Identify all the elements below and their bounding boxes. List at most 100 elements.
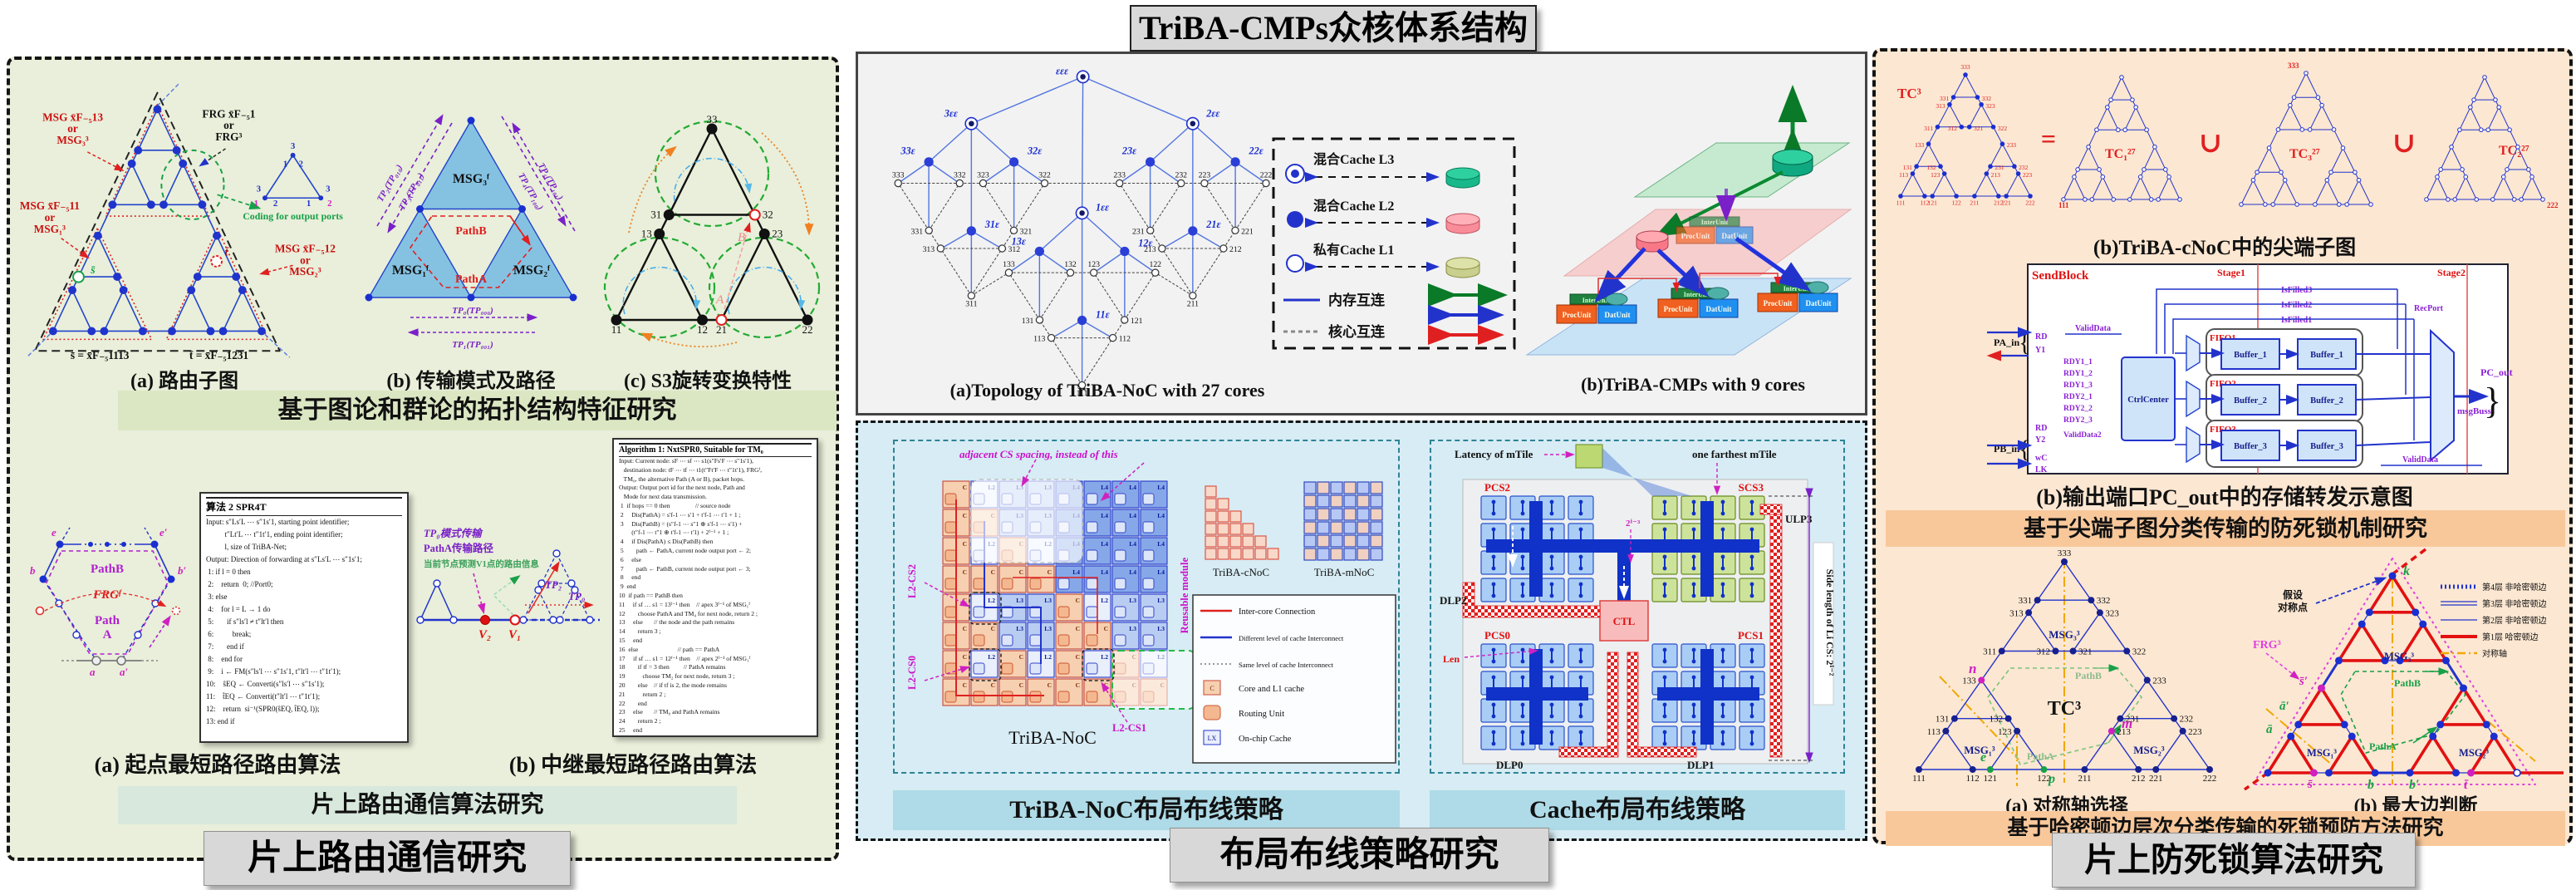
cache-layout-figure: CTL PCS2 SCS3 PCS0 PCS1 DLP2 DLP0 DLP1	[1440, 444, 1836, 771]
legend-l3-label: 混合Cache L3	[1313, 151, 1394, 167]
svg-text:L4: L4	[1157, 484, 1165, 491]
port-codes: 3 1 2 3 1 2 3 2 1	[254, 141, 332, 209]
svg-text:221: 221	[2002, 199, 2012, 207]
alg1-lines: Input: s″Ls′L ⋯ s″1s′1, starting point i…	[206, 518, 362, 725]
svg-text:C: C	[991, 625, 995, 632]
validdata-out-label: ValidData	[2402, 455, 2438, 465]
svg-text:L2: L2	[1101, 653, 1108, 661]
svg-text:L2: L2	[1101, 597, 1108, 604]
svg-text:212: 212	[1994, 199, 2004, 207]
svg-text:L3: L3	[1157, 625, 1165, 632]
tc-caption: (b)TriBA-cNoC中的尖端子图	[2093, 237, 2357, 259]
svg-text:132: 132	[1990, 715, 2004, 725]
svg-text:C: C	[963, 512, 967, 519]
svg-text:Buffer_1: Buffer_1	[2310, 351, 2343, 360]
svg-text:331: 331	[2019, 596, 2033, 606]
fig-b-caption: (b) 传输模式及路径	[386, 371, 556, 392]
graph-theory-header: 基于图论和群论的拓扑结构特征研究	[118, 391, 837, 430]
union-sign-2: ∪	[2392, 128, 2417, 159]
routing-panel-title: 片上路由通信研究	[204, 831, 571, 886]
sym-msg1: MSG₁³	[1964, 744, 1995, 756]
svg-text:L4: L4	[1129, 540, 1136, 548]
symmetry-nodes: 333 331 332 313 311 312 323 321 322 133 131 132 113 1…	[1912, 548, 2216, 784]
tc3b-corner-333: 333	[2288, 61, 2299, 70]
svg-text:33: 33	[707, 113, 718, 125]
max-frg: FRG³	[2253, 639, 2281, 652]
pathb-label: PathB	[455, 225, 486, 238]
cache-htree-bars	[1486, 501, 1759, 745]
routing-algorithms-header: 片上路由通信算法研究	[118, 786, 737, 824]
svg-text:L3: L3	[1157, 597, 1165, 604]
svg-text:C: C	[1104, 625, 1108, 632]
svg-text:3: 3	[257, 184, 262, 194]
svg-text:222: 222	[2203, 774, 2217, 784]
svg-text:C: C	[1019, 568, 1023, 576]
noc-legend-1: Inter-core Connection	[1239, 607, 1316, 617]
svg-text:2: 2	[327, 199, 331, 209]
svg-text:133: 133	[1003, 260, 1015, 269]
algorithm-nxtspr0: Algorithm 1: NxtSPR0, Suitable for TM₀ I…	[612, 438, 818, 737]
svg-text:ProcUnit: ProcUnit	[1664, 305, 1693, 313]
isfilled1-label: IsFilled1	[2281, 316, 2312, 325]
svg-text:Buffer_2: Buffer_2	[2234, 396, 2267, 406]
relay-note1: TP₀模式传输	[424, 528, 483, 539]
rd1-label: RD	[2035, 332, 2047, 342]
svg-text:InterUnit: InterUnit	[1582, 297, 1610, 304]
tc3b-label: TC₃²⁷	[2289, 147, 2320, 161]
cache-layout-box: CTL PCS2 SCS3 PCS0 PCS1 DLP2 DLP0 DLP1	[1430, 440, 1845, 774]
tip-subgraph-bar: 基于尖端子图分类传输的防死锁机制研究	[1886, 510, 2565, 547]
triba-cmps-3d: ProcUnit DatUnit InterUnit ProcUnit DatU…	[1525, 85, 1852, 356]
coding-label: Coding for output ports	[243, 210, 343, 222]
sym-pathb: PathB	[2075, 670, 2102, 681]
side-length-label: Side length of Li CS: 2ⁱ⁻²	[1824, 569, 1836, 676]
svg-text:31: 31	[650, 209, 661, 221]
sym-e: e	[1980, 750, 1986, 765]
svg-text:131: 131	[1022, 317, 1034, 326]
unit-group-1: ProcUnit DatUnit InterUnit	[1556, 293, 1637, 324]
svg-text:C: C	[991, 568, 995, 576]
pc-out-label: PC_out	[2480, 366, 2513, 378]
max-edge-nodes	[2264, 572, 2521, 777]
cache-ribbons	[1462, 504, 1783, 758]
svg-text:第3层 非哈密顿边: 第3层 非哈密顿边	[2482, 598, 2547, 609]
svg-text:112: 112	[1966, 774, 1980, 784]
svg-text:323: 323	[2105, 608, 2119, 618]
msg2-label: MSG₂ᶠ	[513, 263, 551, 278]
svg-text:212: 212	[1229, 245, 1242, 254]
svg-text:InterUnit: InterUnit	[1684, 291, 1711, 298]
fifo3-group: FIFO3 Buffer_3 Buffer_3	[2200, 420, 2363, 468]
svg-text:L3: L3	[1016, 597, 1023, 604]
tc1-label: TC₁²⁷	[2105, 147, 2136, 161]
svg-text:333: 333	[892, 170, 905, 179]
noc-layout-caption: TriBA-NoC	[1008, 727, 1097, 748]
y2-label: Y2	[2035, 435, 2045, 445]
topology-hubs: εεε 3εε 2εε 1εε 33ε 32ε 31ε 23ε 22ε 21ε 13ε 12ε 11ε	[897, 65, 1267, 386]
symmetry-axis-figure: 333 331 332 313 311 312 323 321 322 133 131 132 113 1…	[1912, 548, 2216, 786]
svg-text:2: 2	[299, 160, 303, 170]
svg-text:332: 332	[2097, 596, 2111, 606]
tc2-graph	[2424, 75, 2545, 202]
placement-panel: C L2 L3 L3 L4 L4 L4 L4 C C L3 L3 L4 L4 L4 L4 C L2 C L2 L4 L4 L…	[856, 420, 1867, 841]
svg-text:331: 331	[1940, 95, 1950, 102]
svg-text:231: 231	[2126, 715, 2140, 725]
ring-path: Path	[95, 614, 120, 627]
max-k: k	[2403, 564, 2410, 578]
mnoc-thumb-caption: TriBA-mNoC	[1313, 566, 1375, 578]
pcs0-label: PCS0	[1484, 629, 1510, 642]
cylinder-l2-icon	[1445, 213, 1480, 234]
svg-text:232: 232	[2019, 164, 2029, 171]
svg-text:L3: L3	[1129, 597, 1136, 604]
sym-n: n	[1969, 661, 1976, 676]
tc1-corner-111: 111	[2058, 201, 2069, 209]
cap-origin-routing: (a) 起点最短路径路由算法	[94, 753, 341, 777]
svg-text:Buffer_3: Buffer_3	[2310, 442, 2343, 451]
cap-relay-routing: (b) 中继最短路径路由算法	[508, 753, 758, 777]
topology-cluster-2xx: 211 213 212 231 233 232 221 223 222	[1113, 170, 1272, 308]
sym-msg2: MSG₂³	[2133, 744, 2165, 756]
svg-text:e′: e′	[159, 526, 168, 538]
alg2-title: Algorithm 1: NxtSPR0, Suitable for TM₀	[619, 443, 812, 457]
svg-text:L4: L4	[1157, 568, 1165, 576]
pow-label: 2ⁱ⁻³	[1626, 519, 1641, 529]
svg-text:123: 123	[1931, 171, 1941, 179]
svg-text:121: 121	[1984, 774, 1998, 784]
